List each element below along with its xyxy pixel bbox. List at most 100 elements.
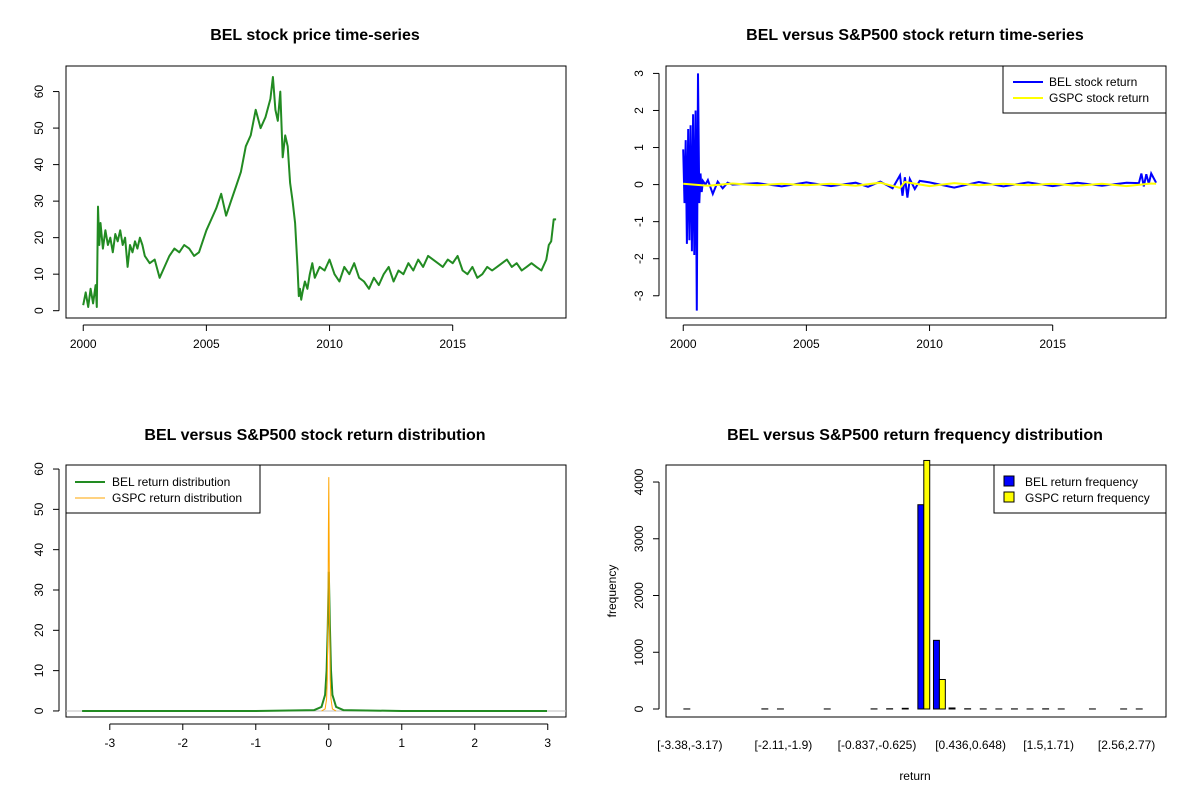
plot-marks bbox=[682, 73, 1157, 311]
chart-title: BEL stock price time-series bbox=[210, 27, 420, 44]
plot-marks bbox=[82, 76, 557, 308]
gspc-density-line bbox=[321, 477, 337, 712]
x-tick-label: [0.436,0.648) bbox=[935, 738, 1006, 752]
chart-title: BEL versus S&P500 stock return distribut… bbox=[144, 427, 485, 444]
y-tick-label: 0 bbox=[32, 707, 46, 714]
y-tick-label: 2 bbox=[632, 107, 646, 114]
panel-price: BEL stock price time-series 2000 2005 2010… bbox=[32, 27, 567, 351]
y-tick-label: 10 bbox=[32, 267, 46, 281]
gspc-frequency-bar bbox=[923, 459, 931, 710]
legend: BEL return distribution GSPC return dist… bbox=[65, 464, 261, 514]
plot-frame bbox=[65, 65, 567, 319]
panel-density: BEL versus S&P500 stock return distribut… bbox=[32, 427, 567, 750]
y-tick-label: 0 bbox=[632, 705, 646, 712]
x-tick-label: 3 bbox=[544, 736, 551, 750]
x-tick-label: 2010 bbox=[316, 337, 343, 351]
y-tick-label: 60 bbox=[32, 85, 46, 99]
y-tick-label: 1000 bbox=[632, 639, 646, 666]
y-axis: 0 1000 2000 3000 4000 bbox=[632, 468, 660, 712]
x-tick-label: 2005 bbox=[193, 337, 220, 351]
legend-swatch bbox=[1003, 491, 1015, 503]
x-tick-label: 2015 bbox=[439, 337, 466, 351]
y-tick-label: -1 bbox=[632, 216, 646, 227]
panel-frequency: BEL versus S&P500 return frequency distr… bbox=[605, 427, 1167, 783]
plot-frame bbox=[65, 464, 567, 718]
y-tick-label: 30 bbox=[32, 583, 46, 597]
x-axis: -3 -2 -1 0 1 2 3 bbox=[104, 723, 551, 750]
gspc-frequency-bar bbox=[938, 678, 946, 710]
y-axis: -3 -2 -1 0 1 2 3 bbox=[632, 70, 660, 301]
plot-frame bbox=[665, 65, 1167, 319]
gspc-return-line bbox=[683, 180, 1157, 190]
y-axis-label: frequency bbox=[605, 565, 619, 618]
y-tick-label: 40 bbox=[32, 543, 46, 557]
x-tick-label: [2.56,2.77) bbox=[1098, 738, 1155, 752]
y-tick-label: 4000 bbox=[632, 468, 646, 495]
legend-box bbox=[65, 464, 261, 514]
price-line bbox=[82, 76, 557, 308]
plot-marks bbox=[66, 477, 566, 712]
legend-box bbox=[993, 464, 1167, 514]
legend-swatch bbox=[1003, 475, 1015, 487]
y-tick-label: 60 bbox=[32, 462, 46, 476]
legend-label: GSPC return distribution bbox=[112, 491, 242, 505]
plot-frame bbox=[665, 464, 1167, 718]
x-tick-label: 2000 bbox=[70, 337, 97, 351]
x-axis: 2000 2005 2010 2015 bbox=[670, 324, 1066, 351]
x-tick-label: -2 bbox=[177, 736, 188, 750]
y-tick-label: -3 bbox=[632, 290, 646, 301]
chart-title: BEL versus S&P500 stock return time-seri… bbox=[746, 27, 1084, 44]
y-tick-label: -2 bbox=[632, 253, 646, 264]
y-tick-label: 0 bbox=[32, 307, 46, 314]
y-tick-label: 3 bbox=[632, 70, 646, 77]
bel-frequency-bar bbox=[917, 504, 925, 710]
bel-frequency-bar bbox=[901, 707, 909, 710]
x-axis: [-3.38,-3.17) [-2.11,-1.9) [-0.837,-0.625)… bbox=[657, 738, 1155, 752]
x-tick-label: 2000 bbox=[670, 337, 697, 351]
y-tick-label: 0 bbox=[632, 181, 646, 188]
y-tick-label: 50 bbox=[32, 502, 46, 516]
y-tick-label: 10 bbox=[32, 664, 46, 678]
x-axis: 2000 2005 2010 2015 bbox=[70, 324, 466, 351]
legend: BEL return frequency GSPC return frequen… bbox=[993, 464, 1167, 514]
legend-label: GSPC stock return bbox=[1049, 91, 1149, 105]
x-tick-label: 2015 bbox=[1039, 337, 1066, 351]
legend-label: BEL return distribution bbox=[112, 475, 230, 489]
x-axis-label: return bbox=[899, 769, 930, 783]
y-axis: 0 10 20 30 40 50 60 bbox=[32, 462, 60, 714]
x-tick-label: 2005 bbox=[793, 337, 820, 351]
bel-return-line bbox=[682, 73, 1157, 311]
bel-density-line bbox=[82, 571, 547, 712]
x-tick-label: [-2.11,-1.9) bbox=[754, 738, 812, 752]
y-tick-label: 1 bbox=[632, 144, 646, 151]
y-tick-label: 40 bbox=[32, 158, 46, 172]
x-tick-label: -3 bbox=[104, 736, 115, 750]
legend: BEL stock return GSPC stock return bbox=[1002, 65, 1167, 114]
legend-label: BEL stock return bbox=[1049, 75, 1137, 89]
x-tick-label: 2010 bbox=[916, 337, 943, 351]
y-axis: 0 10 20 30 40 50 60 bbox=[32, 85, 60, 314]
y-tick-label: 50 bbox=[32, 121, 46, 135]
bel-frequency-bar bbox=[948, 707, 956, 710]
plot-marks bbox=[683, 459, 1143, 710]
x-tick-label: [-3.38,-3.17) bbox=[657, 738, 722, 752]
legend-box bbox=[1002, 65, 1167, 114]
x-tick-label: [1.5,1.71) bbox=[1023, 738, 1074, 752]
x-tick-label: 1 bbox=[398, 736, 405, 750]
x-tick-label: [-0.837,-0.625) bbox=[838, 738, 917, 752]
y-tick-label: 20 bbox=[32, 231, 46, 245]
y-tick-label: 3000 bbox=[632, 525, 646, 552]
x-tick-label: -1 bbox=[250, 736, 261, 750]
y-tick-label: 20 bbox=[32, 623, 46, 637]
legend-label: BEL return frequency bbox=[1025, 475, 1138, 489]
chart-title: BEL versus S&P500 return frequency distr… bbox=[727, 427, 1103, 444]
y-tick-label: 2000 bbox=[632, 582, 646, 609]
x-tick-label: 2 bbox=[471, 736, 478, 750]
panel-returns: BEL versus S&P500 stock return time-seri… bbox=[632, 27, 1167, 351]
x-tick-label: 0 bbox=[325, 736, 332, 750]
y-tick-label: 30 bbox=[32, 194, 46, 208]
legend-label: GSPC return frequency bbox=[1025, 491, 1150, 505]
bel-frequency-bar bbox=[932, 639, 940, 710]
